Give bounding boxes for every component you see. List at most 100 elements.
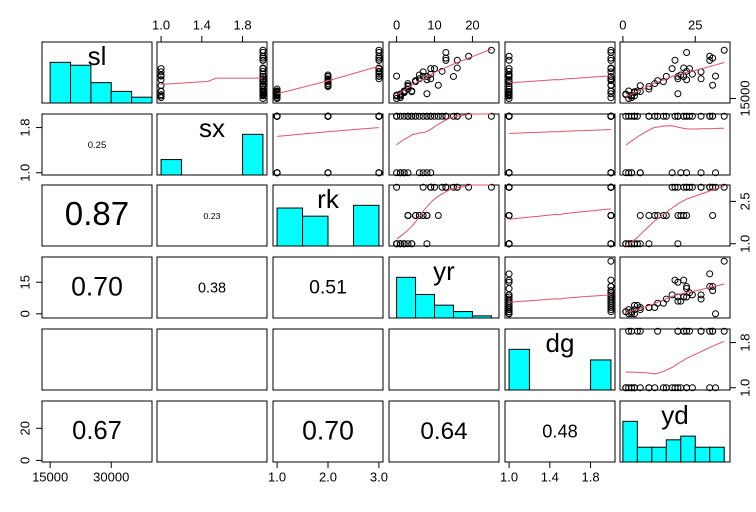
- point: [697, 327, 705, 335]
- point: [659, 384, 667, 392]
- point: [683, 293, 691, 301]
- variable-name: dg: [546, 328, 575, 358]
- point: [505, 306, 513, 314]
- point: [628, 240, 636, 248]
- panel-frame: [156, 113, 268, 176]
- point: [505, 240, 513, 248]
- x-tick-label: 1.0: [152, 17, 170, 32]
- point: [607, 306, 615, 314]
- point: [505, 310, 513, 318]
- point: [438, 112, 446, 120]
- correlation: 0.25: [88, 140, 107, 151]
- histogram-bar: [276, 207, 304, 247]
- histogram-bar: [709, 446, 725, 463]
- point: [697, 183, 705, 191]
- point: [706, 183, 714, 191]
- histogram-bar: [70, 64, 92, 104]
- x-tick-label: 10: [427, 17, 441, 32]
- point: [680, 276, 688, 284]
- point: [505, 112, 513, 120]
- point: [408, 87, 416, 95]
- point: [465, 183, 473, 191]
- x-tick-label: 1.0: [500, 469, 518, 484]
- point: [607, 64, 615, 72]
- y-tick-label: 1.0: [737, 235, 752, 253]
- point: [712, 169, 720, 177]
- point: [709, 212, 717, 219]
- panel-frame: [619, 184, 731, 247]
- point: [273, 94, 281, 102]
- panel-frame: [619, 256, 731, 319]
- correlation: 0.70: [71, 272, 123, 302]
- variable-name: sx: [199, 113, 225, 143]
- histogram-bar: [471, 315, 492, 319]
- panel-frame: [272, 256, 384, 319]
- point: [607, 46, 615, 54]
- point: [688, 183, 696, 191]
- point: [662, 384, 670, 392]
- point: [393, 169, 401, 177]
- smooth-line: [509, 294, 611, 303]
- panel-frame: [388, 184, 500, 247]
- point: [622, 384, 630, 392]
- point: [505, 285, 513, 293]
- point: [505, 92, 513, 100]
- point: [659, 112, 667, 120]
- point: [659, 212, 667, 219]
- point: [683, 49, 691, 57]
- point: [259, 56, 267, 64]
- point: [259, 94, 267, 102]
- histogram-bar: [636, 446, 653, 463]
- point: [625, 327, 633, 335]
- point: [393, 92, 401, 100]
- correlation: 0.23: [204, 211, 221, 221]
- histogram-bar: [694, 446, 711, 463]
- point: [659, 78, 667, 86]
- point: [668, 183, 676, 191]
- panel-frame: [504, 41, 616, 104]
- point: [396, 94, 404, 102]
- x-tick-label: 30000: [93, 469, 129, 484]
- smooth-line: [625, 62, 725, 98]
- point: [404, 83, 412, 91]
- point: [259, 78, 267, 86]
- point: [505, 88, 513, 96]
- point: [442, 183, 450, 191]
- point: [674, 75, 682, 83]
- histogram-bar: [90, 82, 112, 104]
- point: [607, 240, 615, 248]
- point: [400, 240, 408, 248]
- smooth-line: [625, 283, 725, 314]
- point: [674, 297, 682, 305]
- point: [712, 310, 720, 318]
- point: [465, 52, 473, 60]
- point: [375, 169, 383, 177]
- point: [645, 384, 653, 392]
- point: [396, 112, 404, 120]
- panel-frame: [504, 400, 616, 463]
- point: [662, 112, 670, 120]
- panel-frame: [504, 256, 616, 319]
- histogram-bar: [508, 348, 530, 391]
- panel-frame: [156, 400, 268, 463]
- point: [630, 112, 638, 120]
- point: [630, 310, 638, 318]
- point: [505, 90, 513, 98]
- point: [636, 169, 644, 177]
- point: [697, 169, 705, 177]
- point: [423, 112, 431, 120]
- point: [645, 83, 653, 91]
- point: [607, 56, 615, 64]
- point: [419, 169, 427, 177]
- point: [324, 112, 332, 120]
- x-tick-label: 1.0: [268, 469, 286, 484]
- y-tick-label: 2.5: [737, 192, 752, 210]
- point: [453, 64, 461, 72]
- point: [375, 75, 383, 83]
- panel-frame: [156, 41, 268, 104]
- histogram-bar: [415, 293, 436, 319]
- point: [607, 87, 615, 95]
- y-tick-label: 0: [17, 310, 32, 317]
- histogram-bar: [434, 304, 454, 319]
- point: [505, 56, 513, 64]
